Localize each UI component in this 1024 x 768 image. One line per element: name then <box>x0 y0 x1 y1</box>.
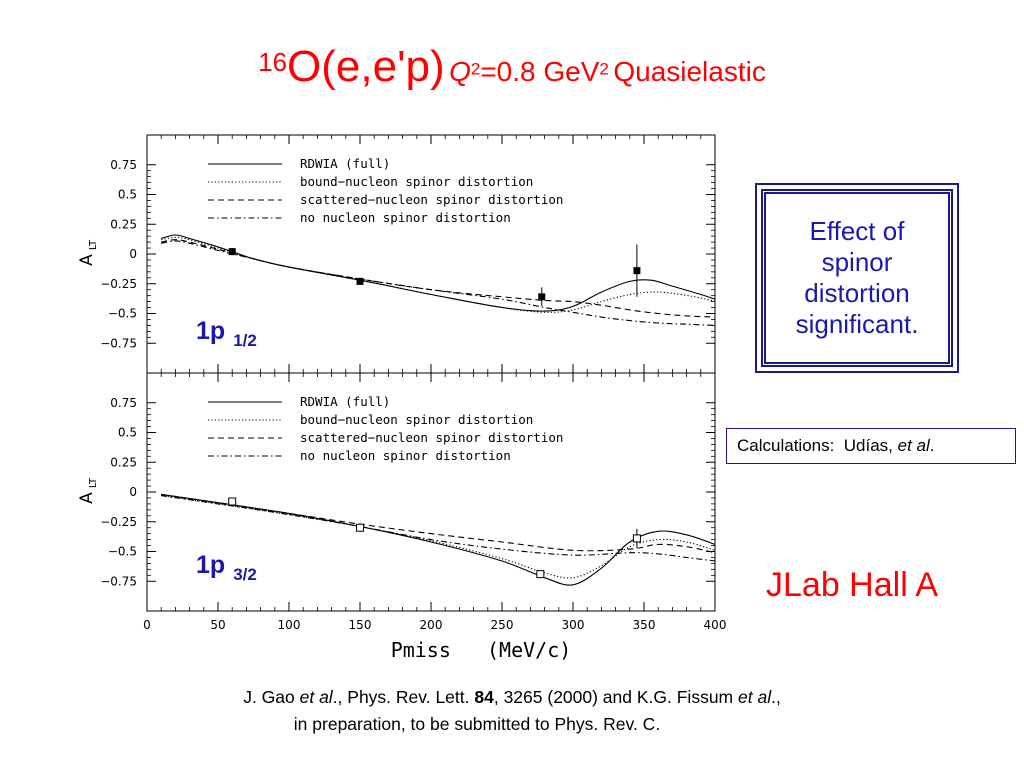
legend-label: bound−nucleon spinor distortion <box>300 174 533 189</box>
y-axis-label-sub: LT <box>88 239 99 250</box>
x-tick-label: 50 <box>210 618 225 632</box>
ref-a4: 84 <box>474 687 494 707</box>
title-q-symbol: Q <box>449 56 471 87</box>
calc-etal: et al <box>897 436 930 455</box>
effect-callout: Effect of spinor distortion significant. <box>755 183 959 373</box>
title-kind: Quasielastic <box>613 56 766 87</box>
data-point <box>228 248 236 256</box>
calc-prefix: Calculations: Udías, <box>737 436 898 455</box>
y-axis-label-main: A <box>77 254 97 266</box>
reference: J. Gao et al., Phys. Rev. Lett. 84, 3265… <box>0 684 1024 738</box>
legend-label: RDWIA (full) <box>300 156 390 171</box>
data-point <box>632 534 641 543</box>
y-tick-label: 0.75 <box>110 396 137 410</box>
y-tick-label: 0.25 <box>110 455 137 469</box>
legend-label: RDWIA (full) <box>300 394 390 409</box>
y-axis-label-sub: LT <box>88 477 99 488</box>
data-point <box>633 267 641 275</box>
panel-label-main: 1p <box>196 551 225 579</box>
panel-label: 1p 1/2 <box>196 317 257 350</box>
legend-label: bound−nucleon spinor distortion <box>300 412 533 427</box>
title-unit-exponent: 2 <box>599 59 609 79</box>
jlab-label: JLab Hall A <box>766 566 938 604</box>
x-tick-label: 300 <box>562 618 585 632</box>
data-point <box>356 523 364 532</box>
y-tick-label: 0.5 <box>118 426 137 440</box>
ref-a7: ., <box>771 687 781 707</box>
data-point <box>536 570 545 579</box>
legend-label: scattered−nucleon spinor distortion <box>300 192 563 207</box>
y-axis-label-main: A <box>77 492 97 504</box>
y-tick-label: −0.75 <box>100 336 137 350</box>
y-tick-label: −0.75 <box>100 574 137 588</box>
y-tick-label: 0.25 <box>110 217 137 231</box>
title-q-value: =0.8 GeV <box>480 56 600 87</box>
effect-line-2: spinor <box>821 247 893 277</box>
panel-label: 1p 3/2 <box>196 551 257 584</box>
ref-a3: ., Phys. Rev. Lett. <box>332 687 475 707</box>
reference-line-2: in preparation, to be submitted to Phys.… <box>293 714 661 734</box>
y-tick-label: −0.25 <box>100 277 137 291</box>
y-tick-label: −0.25 <box>100 515 137 529</box>
title-reaction: O(e,e'p) <box>287 42 445 91</box>
y-tick-label: −0.5 <box>108 545 137 559</box>
series-curve <box>161 239 716 318</box>
panel-label-main: 1p <box>196 317 225 345</box>
legend-label: no nucleon spinor distortion <box>300 448 511 463</box>
x-tick-label: 200 <box>420 618 443 632</box>
data-point <box>538 293 546 301</box>
series-curve <box>161 493 716 554</box>
series-curve <box>161 240 716 326</box>
physics-plot: 0.75 0.5 0.25 0 −0.25 −0.5 −0.75 A LT RDWIA (full… <box>77 134 727 662</box>
series-curve <box>161 234 716 312</box>
ref-a1: J. Gao <box>243 687 300 707</box>
legend-label: no nucleon spinor distortion <box>300 210 511 225</box>
calc-suffix: . <box>929 436 935 455</box>
x-tick-label: 100 <box>278 618 301 632</box>
panel-label-sub: 1/2 <box>233 331 257 350</box>
data-point <box>228 497 237 506</box>
ref-a5: , 3265 (2000) and K.G. Fissum <box>493 687 738 707</box>
x-tick-label: 250 <box>491 618 514 632</box>
ref-a6: et al <box>738 687 772 707</box>
ref-a2: et al <box>299 687 333 707</box>
title-mass-number: 16 <box>258 46 288 77</box>
y-tick-label: −0.5 <box>108 307 137 321</box>
reference-line-1: J. Gao et al., Phys. Rev. Lett. 84, 3265… <box>0 684 1024 711</box>
series-curve <box>161 495 716 562</box>
effect-line-3: distortion <box>804 278 910 308</box>
y-tick-label: 0.75 <box>110 158 137 172</box>
x-tick-label: 350 <box>633 618 656 632</box>
x-axis-label: Pmiss (MeV/c) <box>391 638 572 662</box>
y-tick-label: 0 <box>129 247 137 261</box>
y-tick-label: 0.5 <box>118 188 137 202</box>
series-curve <box>161 236 716 313</box>
panel-label-sub: 3/2 <box>233 565 257 584</box>
effect-line-1: Effect of <box>809 216 905 246</box>
calculations-credit: Calculations: Udías, et al. <box>726 428 1016 464</box>
y-axis-label: A LT <box>77 239 99 266</box>
data-point <box>356 277 364 285</box>
x-tick-label: 150 <box>349 618 372 632</box>
title-q-exponent: 2 <box>470 59 481 79</box>
effect-callout-inner: Effect of spinor distortion significant. <box>761 189 953 367</box>
slide-title: 16O(e,e'p) Q2=0.8 GeV2 Quasielastic <box>0 42 1024 92</box>
x-tick-label: 400 <box>704 618 727 632</box>
y-tick-label: 0 <box>129 485 137 499</box>
x-tick-label: 0 <box>143 618 151 632</box>
y-axis-label: A LT <box>77 477 99 504</box>
legend-label: scattered−nucleon spinor distortion <box>300 430 563 445</box>
effect-line-4: significant. <box>795 309 919 339</box>
